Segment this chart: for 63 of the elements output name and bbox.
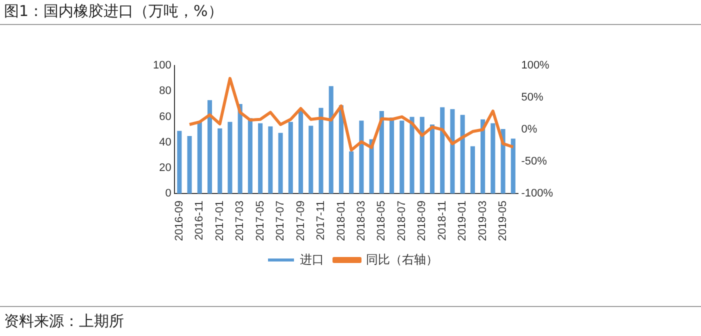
x-tick-label: 2018-09 [416,200,428,242]
bar [420,116,424,194]
bar [177,130,182,194]
bar [308,126,314,194]
y-tick-label: 100 [152,60,172,72]
bar [460,114,465,194]
x-tick-label: 2017-01 [214,200,226,242]
bar [359,120,364,194]
bar [187,136,192,194]
x-tick-label: 2019-05 [497,200,510,242]
bar [298,110,304,194]
bar [490,123,496,194]
bar [480,119,486,194]
bar [238,104,242,194]
bar [328,86,334,194]
x-tick-label: 2017-05 [254,200,266,242]
bar [268,126,273,194]
y2-tick-label: -50% [521,156,548,168]
x-tick-label: 2016-09 [173,200,186,242]
x-tick-label: 2018-03 [355,200,368,242]
y2-tick-label: 100% [521,60,550,72]
chart-title: 图1：国内橡胶进口（万吨，%） [4,2,223,21]
bar [278,132,283,194]
bar [218,128,222,194]
y-tick-label: 0 [165,188,172,200]
legend-label: 进口 [300,252,324,266]
bar [349,151,354,194]
y-tick-label: 80 [159,85,172,98]
y-tick-label: 20 [159,162,172,174]
y-tick-label: 60 [159,110,172,123]
bar [470,146,475,194]
bar [258,123,263,194]
x-tick-label: 2018-11 [436,200,448,240]
text: 资料来源：上期所 [4,312,124,331]
bar [400,120,404,194]
bar [248,118,252,194]
x-tick-label: 2019-03 [476,200,489,242]
bar [207,100,212,194]
legend-label: 同比（右轴） [366,252,438,266]
x-tick-label: 2018-05 [376,200,388,242]
bar [410,116,414,194]
x-tick-label: 2018-01 [335,200,348,242]
bar [390,117,394,194]
bar [197,122,202,194]
bar [430,124,435,194]
bar [318,108,324,194]
y2-tick-label: -100% [521,188,554,200]
x-tick-label: 2018-07 [396,200,408,242]
bar [228,122,232,194]
x-tick-label: 2017-09 [294,200,307,242]
bar [510,138,516,194]
x-tick-label: 2017-07 [274,200,287,242]
bar [288,122,293,194]
bar [440,107,445,194]
y2-tick-label: 0% [521,124,538,136]
x-tick-label: 2016-11 [194,200,206,240]
bar [379,111,384,194]
y-tick-label: 40 [159,136,172,148]
x-tick-label: 2019-01 [456,200,469,242]
x-tick-label: 2017-11 [315,200,328,240]
y2-tick-label: 50% [521,92,544,104]
bar [450,109,455,194]
x-tick-label: 2017-03 [234,200,246,242]
